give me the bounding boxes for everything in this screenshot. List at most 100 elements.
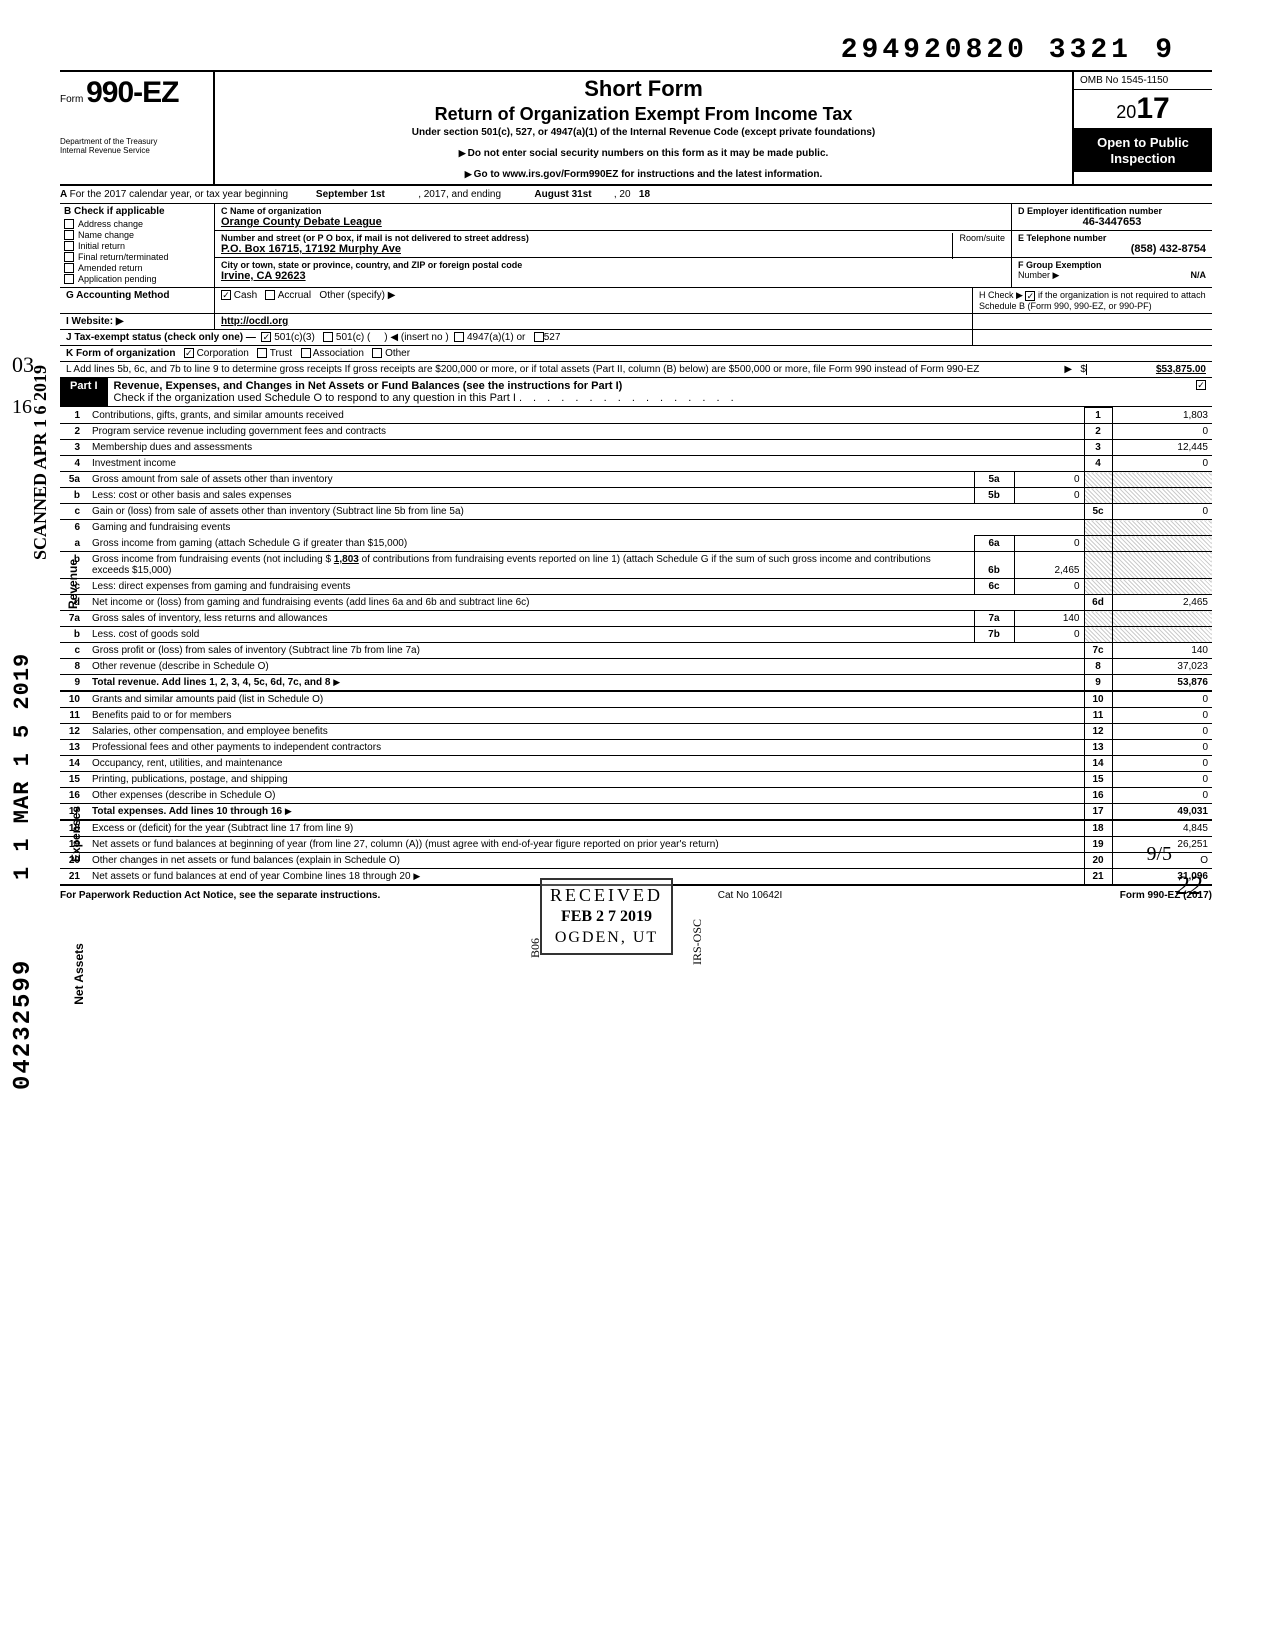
recv-text: RECEIVED [550, 884, 663, 907]
header-grid: B Check if applicable Address change Nam… [60, 204, 1212, 288]
line-3: 3Membership dues and assessments312,445 [60, 440, 1212, 456]
code-stamp: 04232599 [10, 959, 37, 1090]
rowa-yr: 18 [639, 189, 650, 200]
line-5c: cGain or (loss) from sale of assets othe… [60, 504, 1212, 520]
l-amount: $53,875.00 [1086, 364, 1206, 375]
k-trust: Trust [270, 348, 292, 359]
j-527: 527 [544, 332, 561, 343]
col-def: D Employer identification number 46-3447… [1012, 204, 1212, 287]
line-13: 13Professional fees and other payments t… [60, 740, 1212, 756]
line-19: 19Net assets or fund balances at beginni… [60, 837, 1212, 853]
received-stamp: RECEIVED FEB 2 7 2019 OGDEN, UT [540, 878, 673, 955]
line-6a: aGross income from gaming (attach Schedu… [60, 536, 1212, 552]
website: http://ocdl.org [221, 316, 288, 327]
g-cash: Cash [234, 290, 257, 301]
f-label2: Number ▶ [1018, 270, 1059, 281]
chk-4947[interactable] [454, 332, 464, 342]
chk-corp[interactable] [184, 348, 194, 358]
instr-goto: Go to www.irs.gov/Form990EZ for instruct… [223, 169, 1064, 180]
open-line2: Inspection [1078, 151, 1208, 167]
c-city-label: City or town, state or province, country… [221, 260, 1005, 270]
chk-final[interactable] [64, 252, 74, 262]
handwritten-16: 16 [12, 396, 32, 419]
footer-left: For Paperwork Reduction Act Notice, see … [60, 890, 380, 901]
room-suite-label: Room/suite [952, 233, 1005, 259]
i-label: I Website: ▶ [66, 316, 124, 327]
j-501c: 501(c) ( [336, 332, 370, 343]
chk-pending[interactable] [64, 274, 74, 284]
row-a-tax-year: A For the 2017 calendar year, or tax yea… [60, 186, 1212, 204]
omb-number: OMB No 1545-1150 [1074, 72, 1212, 90]
chk-trust[interactable] [257, 348, 267, 358]
row-j: J Tax-exempt status (check only one) — 5… [60, 330, 1212, 346]
chk-accrual[interactable] [265, 290, 275, 300]
line-16: 16Other expenses (describe in Schedule O… [60, 788, 1212, 804]
handwritten-915: 9/5 [1146, 843, 1172, 866]
line-11: 11Benefits paid to or for members110 [60, 708, 1212, 724]
line-14: 14Occupancy, rent, utilities, and mainte… [60, 756, 1212, 772]
line-7a: 7aGross sales of inventory, less returns… [60, 611, 1212, 627]
chk-501c[interactable] [323, 332, 333, 342]
col-c: C Name of organization Orange County Deb… [215, 204, 1012, 287]
rowa-begin: September 1st [316, 189, 385, 200]
rowa-end: August 31st [534, 189, 591, 200]
l-text: L Add lines 5b, 6c, and 7b to line 9 to … [66, 364, 1064, 375]
j-4947: 4947(a)(1) or [467, 332, 525, 343]
form-header: Form 990-EZ Department of the Treasury I… [60, 70, 1212, 186]
chk-address[interactable] [64, 219, 74, 229]
g-accrual: Accrual [278, 290, 311, 301]
main-table: 1Contributions, gifts, grants, and simil… [60, 407, 1212, 886]
chk-amended[interactable] [64, 263, 74, 273]
d-label: D Employer identification number [1018, 206, 1206, 216]
org-city: Irvine, CA 92623 [221, 270, 1005, 282]
chk-527[interactable] [534, 332, 544, 342]
line-17: 17Total expenses. Add lines 10 through 1… [60, 804, 1212, 821]
chk-other[interactable] [372, 348, 382, 358]
chk-name[interactable] [64, 230, 74, 240]
line-15: 15Printing, publications, postage, and s… [60, 772, 1212, 788]
open-line1: Open to Public [1078, 135, 1208, 151]
f-label: F Group Exemption [1018, 260, 1206, 270]
part1-label: Part I [60, 378, 108, 406]
c-street-label: Number and street (or P O box, if mail i… [221, 233, 1005, 243]
ein: 46-3447653 [1018, 216, 1206, 228]
b-opt-5: Application pending [78, 274, 157, 284]
scanned-stamp: SCANNED APR 1 6 2019 [30, 365, 51, 560]
footer-mid: Cat No 10642I [718, 890, 783, 901]
chk-cash[interactable] [221, 290, 231, 300]
phone: (858) 432-8754 [1018, 243, 1206, 255]
line-8: 8Other revenue (describe in Schedule O)8… [60, 659, 1212, 675]
b-opt-4: Amended return [78, 263, 143, 273]
row-i: I Website: ▶ http://ocdl.org [60, 314, 1212, 330]
form-prefix: Form [60, 94, 83, 105]
g-label: G Accounting Method [66, 290, 170, 301]
org-name: Orange County Debate League [221, 216, 1005, 228]
subtitle: Under section 501(c), 527, or 4947(a)(1)… [223, 127, 1064, 138]
tax-year: 2017 [1074, 90, 1212, 129]
dept-treasury: Department of the Treasury Internal Reve… [60, 138, 207, 156]
row-l: L Add lines 5b, 6c, and 7b to line 9 to … [60, 362, 1212, 378]
chk-schedule-o[interactable] [1196, 380, 1206, 390]
row-k: K Form of organization Corporation Trust… [60, 346, 1212, 362]
dln-number: 294920820 3321 [841, 35, 1132, 66]
c-name-label: C Name of organization [221, 206, 1005, 216]
rowa-text: For the 2017 calendar year, or tax year … [70, 189, 288, 200]
chk-h[interactable] [1025, 291, 1035, 301]
date-stamp: 1 1 MAR 1 5 2019 [10, 653, 35, 880]
chk-501c3[interactable] [261, 332, 271, 342]
k-assoc: Association [313, 348, 364, 359]
line-1: 1Contributions, gifts, grants, and simil… [60, 408, 1212, 424]
line-2: 2Program service revenue including gover… [60, 424, 1212, 440]
part1-check-text: Check if the organization used Schedule … [114, 392, 516, 404]
line-7c: cGross profit or (loss) from sales of in… [60, 643, 1212, 659]
recv-side-left: B06 [528, 938, 543, 958]
dln-suffix: 9 [1155, 35, 1172, 66]
chk-assoc[interactable] [301, 348, 311, 358]
chk-initial[interactable] [64, 241, 74, 251]
title-return: Return of Organization Exempt From Incom… [223, 104, 1064, 125]
g-other: Other (specify) ▶ [319, 290, 395, 301]
line-6d: dNet income or (loss) from gaming and fu… [60, 595, 1212, 611]
b-opt-2: Initial return [78, 241, 125, 251]
j-insert: ) ◀ (insert no ) [384, 332, 448, 343]
line-5b: bLess: cost or other basis and sales exp… [60, 488, 1212, 504]
